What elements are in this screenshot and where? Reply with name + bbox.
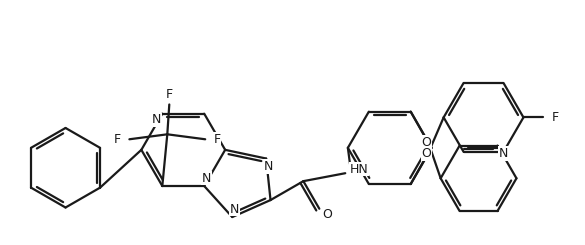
Text: F: F <box>214 133 221 146</box>
Text: N: N <box>263 160 273 173</box>
Text: F: F <box>114 133 121 146</box>
Text: N: N <box>152 113 161 126</box>
Text: O: O <box>422 147 432 160</box>
Text: O: O <box>322 208 332 221</box>
Text: N: N <box>229 203 239 216</box>
Text: F: F <box>552 111 559 124</box>
Text: O: O <box>422 136 432 149</box>
Text: HN: HN <box>350 163 369 176</box>
Text: N: N <box>201 172 211 184</box>
Text: N: N <box>499 147 508 160</box>
Text: F: F <box>166 88 173 101</box>
